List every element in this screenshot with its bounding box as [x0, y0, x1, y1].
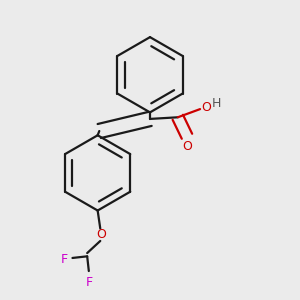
Text: O: O [182, 140, 192, 153]
Text: O: O [202, 101, 212, 114]
Text: H: H [212, 97, 221, 110]
Text: F: F [61, 253, 68, 266]
Text: F: F [85, 276, 92, 289]
Text: O: O [96, 228, 106, 241]
